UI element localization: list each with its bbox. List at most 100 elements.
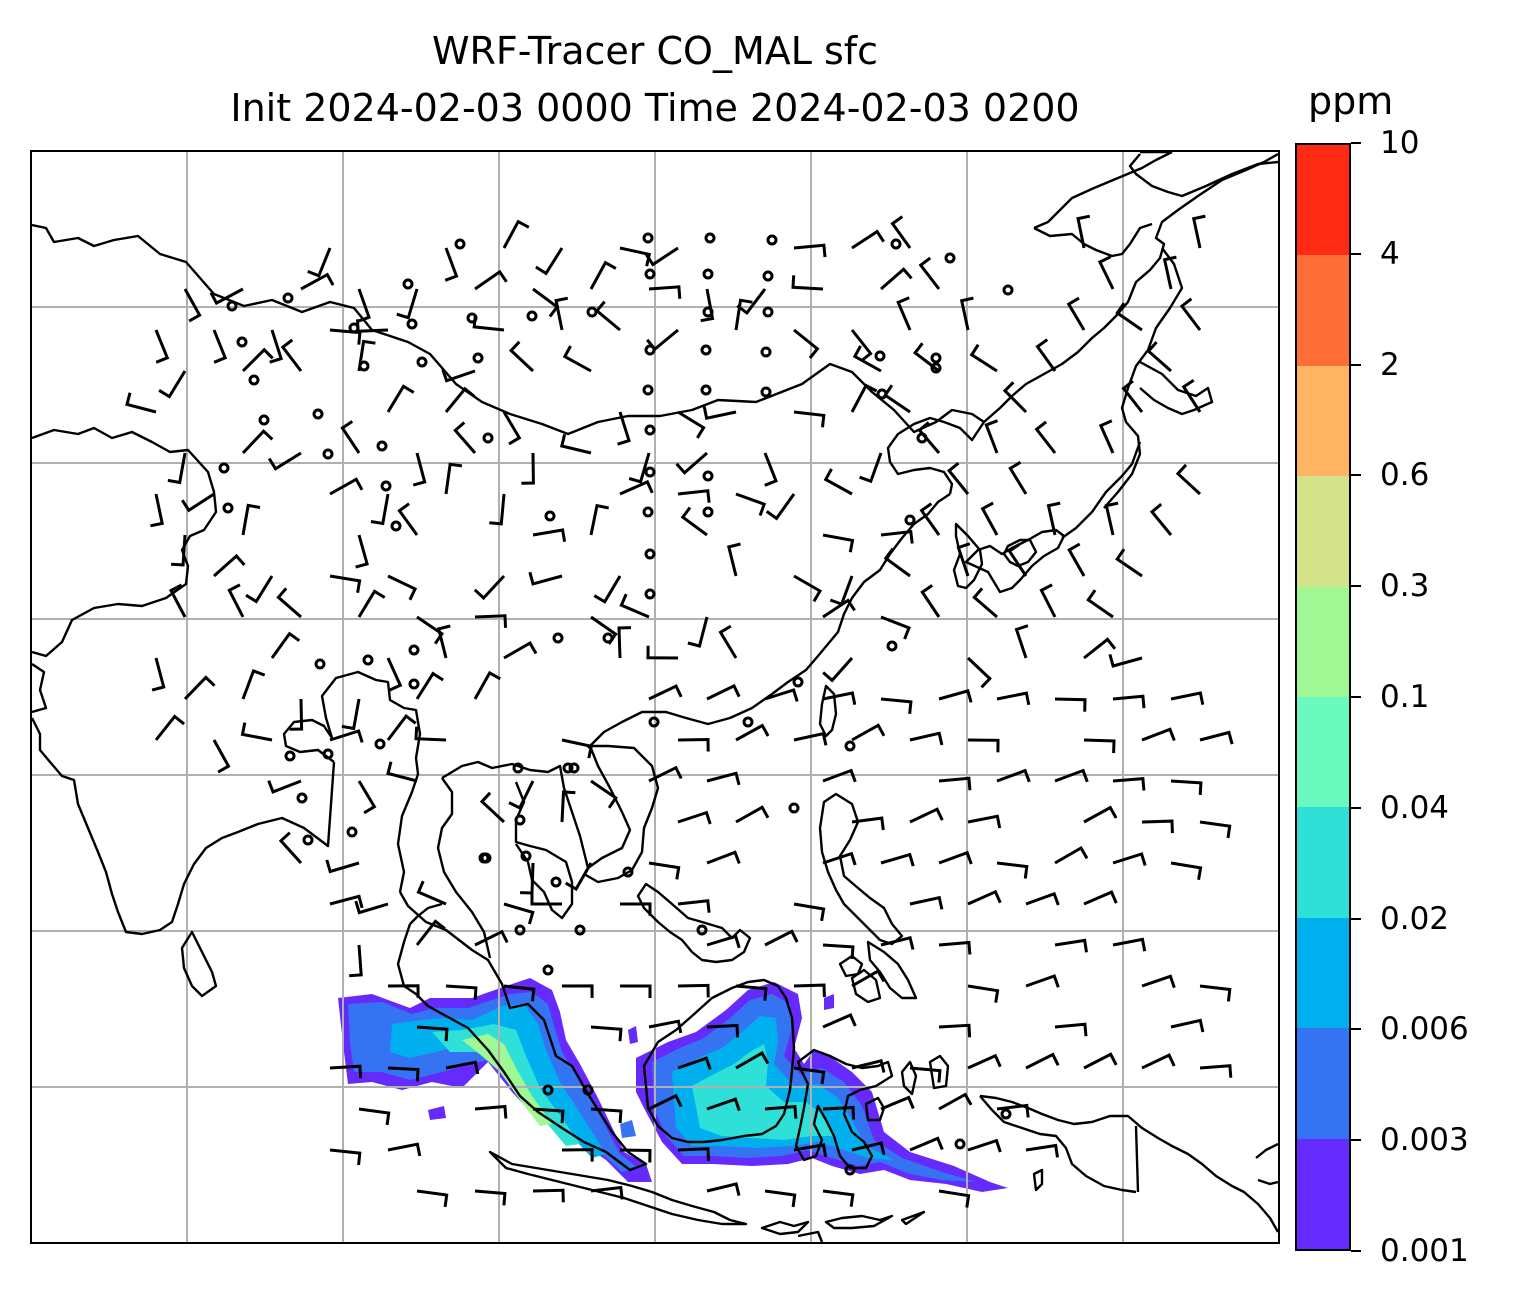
- calm-wind-marker: [512, 762, 524, 774]
- tracer-plume: [338, 978, 1008, 1192]
- map-panel[interactable]: [30, 150, 1280, 1244]
- wind-barb: [370, 493, 390, 526]
- wind-barb: [619, 479, 654, 496]
- wind-barb: [822, 533, 855, 553]
- calm-wind-marker: [322, 448, 334, 460]
- colorbar-tick: [1351, 696, 1361, 698]
- wind-barb: [1025, 1052, 1060, 1070]
- wind-barb: [1141, 974, 1176, 989]
- wind-barb: [150, 493, 164, 528]
- calm-wind-marker: [760, 386, 772, 398]
- map-title-line2: Init 2024-02-03 0000 Time 2024-02-03 020…: [230, 86, 1080, 130]
- calm-wind-marker: [302, 834, 314, 846]
- calm-wind-marker: [586, 306, 598, 318]
- wind-barb: [356, 319, 389, 333]
- colorbar-tick-label: 0.6: [1380, 457, 1430, 494]
- colorbar-tick-label: 0.3: [1380, 568, 1430, 605]
- colorbar-tick-label: 0.1: [1380, 679, 1430, 715]
- wind-barb: [967, 1138, 1002, 1153]
- wind-barb: [791, 275, 824, 291]
- wind-barb: [521, 452, 535, 485]
- wind-barb: [1199, 984, 1232, 1002]
- wind-barb: [646, 645, 679, 660]
- calm-wind-marker: [644, 466, 656, 478]
- wind-barb: [387, 1142, 422, 1157]
- wind-barb: [880, 267, 913, 291]
- wind-barb: [1067, 542, 1086, 577]
- calm-wind-marker: [954, 1138, 966, 1150]
- wind-barb: [594, 300, 621, 332]
- wind-barb: [329, 729, 364, 743]
- wind-barb: [793, 574, 823, 603]
- wind-barb: [1025, 891, 1060, 906]
- wind-barb: [938, 1023, 972, 1038]
- wind-barb: [561, 738, 594, 759]
- wind-barb: [764, 688, 799, 702]
- calm-wind-marker: [700, 344, 712, 356]
- wind-barb: [528, 571, 563, 586]
- wind-barb: [1086, 589, 1114, 619]
- calm-wind-marker: [702, 470, 714, 482]
- wind-barb: [473, 670, 501, 700]
- wind-barb: [1083, 805, 1118, 824]
- wind-barb: [241, 347, 274, 373]
- calm-wind-marker: [742, 716, 754, 728]
- wind-barb: [967, 738, 1000, 753]
- wind-barb: [793, 902, 826, 922]
- wind-barb: [726, 542, 741, 577]
- wind-barb: [628, 452, 651, 484]
- wind-barb: [1054, 697, 1087, 712]
- wind-barb: [851, 723, 886, 742]
- wind-barb: [213, 553, 246, 578]
- wind-barb: [357, 339, 376, 372]
- calm-wind-marker: [236, 336, 248, 348]
- wind-barb: [329, 574, 362, 593]
- wind-barb: [1115, 302, 1143, 332]
- wind-barb: [1039, 583, 1057, 618]
- wind-barb: [415, 671, 444, 700]
- wind-barb: [329, 894, 364, 909]
- colorbar-unit-label: ppm: [1308, 79, 1394, 123]
- calm-wind-marker: [622, 866, 634, 878]
- wind-barb: [387, 574, 418, 601]
- wind-barb: [1034, 420, 1057, 454]
- calm-wind-marker: [284, 750, 296, 762]
- wind-barbs: [125, 214, 1234, 1208]
- calm-wind-marker: [704, 232, 716, 244]
- wind-barb: [793, 243, 827, 258]
- wind-barb: [1035, 338, 1057, 372]
- wind-barb: [984, 419, 999, 454]
- wind-barb: [890, 215, 912, 249]
- wind-barb: [938, 689, 973, 703]
- wind-barb: [396, 288, 419, 320]
- wind-barb: [415, 919, 446, 946]
- wind-barb: [648, 285, 682, 299]
- wind-barb: [1083, 637, 1117, 660]
- wind-barb: [183, 675, 216, 701]
- wind-barb: [764, 1189, 797, 1208]
- wind-barb: [416, 1025, 449, 1042]
- colorbar-segment: [1297, 917, 1349, 1029]
- wind-barb: [909, 731, 944, 746]
- wind-barb: [1007, 543, 1028, 577]
- wind-barb: [1083, 890, 1118, 906]
- calm-wind-marker: [792, 676, 804, 688]
- wind-barb: [966, 656, 992, 689]
- wind-barb: [851, 816, 885, 831]
- wind-barb: [648, 861, 681, 880]
- wind-barb: [329, 1148, 362, 1166]
- colorbar-segment: [1297, 697, 1349, 808]
- wind-barb: [909, 807, 944, 824]
- wind-barb: [996, 1103, 1030, 1118]
- wind-barb: [880, 615, 911, 640]
- wind-barb: [617, 626, 632, 659]
- calm-wind-marker: [472, 352, 484, 364]
- wind-barb: [357, 589, 386, 618]
- wind-barb: [241, 429, 274, 455]
- wind-barb: [706, 683, 741, 701]
- wind-barb: [920, 584, 941, 618]
- map-canvas: [32, 152, 1278, 1242]
- wind-barb: [386, 657, 403, 692]
- calm-wind-marker: [346, 826, 358, 838]
- wind-barb: [386, 761, 418, 783]
